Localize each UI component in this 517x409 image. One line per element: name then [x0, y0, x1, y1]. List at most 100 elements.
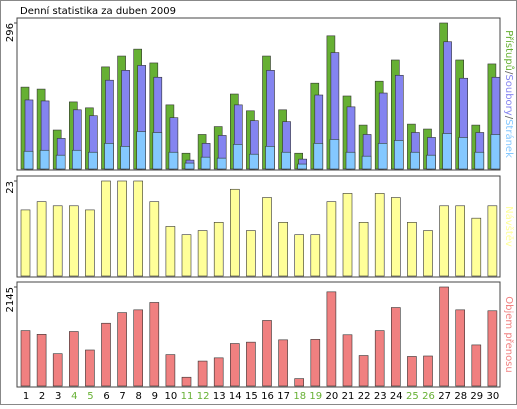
legend-entry: Stránek — [503, 119, 515, 158]
bar — [278, 222, 288, 277]
x-tick-label: 20 — [326, 391, 339, 402]
bar — [487, 310, 498, 387]
bar — [358, 222, 369, 277]
bar — [149, 302, 160, 387]
bar — [262, 197, 272, 277]
x-tick-label: 23 — [374, 391, 387, 402]
bar — [181, 234, 192, 277]
bar — [168, 151, 179, 170]
bar — [471, 217, 482, 277]
bar — [197, 360, 208, 387]
x-tick-label: 15 — [245, 391, 258, 402]
bar — [455, 309, 466, 387]
bar — [181, 376, 192, 387]
x-tick-label: 28 — [454, 391, 467, 402]
legend-separator: / — [503, 116, 514, 120]
bar — [36, 334, 47, 387]
bar — [101, 180, 111, 277]
x-tick-label: 4 — [71, 391, 77, 402]
legend-separator: / — [503, 71, 514, 75]
bar — [246, 341, 256, 387]
x-tick-label: 14 — [229, 391, 242, 402]
bar — [310, 234, 321, 277]
bar — [342, 193, 353, 277]
bar — [85, 349, 95, 387]
bar — [88, 151, 98, 170]
legend-entry: Návštěv — [503, 206, 515, 247]
bar — [133, 309, 143, 387]
x-tick-label: 10 — [165, 391, 178, 402]
bar — [101, 322, 111, 387]
chart-title: Denní statistika za duben 2009 — [20, 5, 176, 17]
bar — [487, 205, 498, 277]
bar — [390, 307, 401, 387]
bar — [23, 150, 34, 170]
bar — [294, 378, 305, 387]
x-tick-label: 25 — [406, 391, 419, 402]
legend: Přístupů/Soubory/Stránek — [503, 30, 515, 158]
bar — [213, 357, 224, 387]
bar — [262, 320, 272, 387]
x-tick-label: 8 — [136, 391, 142, 402]
x-tick-label: 11 — [181, 391, 194, 402]
bar — [184, 162, 195, 170]
bar — [471, 344, 482, 387]
bar — [104, 143, 114, 170]
bar — [313, 143, 324, 170]
bar — [390, 197, 401, 277]
bar — [213, 222, 224, 277]
bar — [407, 356, 417, 387]
x-tick-label: 24 — [390, 391, 403, 402]
legend: Objem přenosu — [503, 296, 515, 372]
legend-entry: Přístupů — [503, 30, 515, 71]
bar — [120, 146, 130, 170]
y-tick-label: 23 — [5, 181, 16, 194]
bar — [329, 139, 340, 170]
x-tick-label: 18 — [293, 391, 306, 402]
panel — [16, 175, 501, 278]
bar — [455, 205, 466, 277]
x-tick-label: 5 — [87, 391, 93, 402]
x-tick-label: 30 — [487, 391, 500, 402]
bar — [490, 134, 501, 170]
bar — [423, 230, 433, 277]
bar — [200, 156, 211, 170]
bar — [310, 339, 321, 387]
x-tick-label: 22 — [358, 391, 371, 402]
panel — [16, 281, 501, 388]
legend-entry: Soubory — [503, 74, 514, 115]
bar — [117, 180, 127, 277]
bar — [136, 131, 146, 170]
bar — [426, 154, 436, 170]
bar — [297, 163, 308, 170]
bar — [52, 205, 63, 277]
bar — [294, 234, 305, 277]
x-tick-label: 16 — [261, 391, 274, 402]
bar — [374, 193, 385, 277]
bar — [165, 226, 176, 277]
bar — [361, 155, 372, 170]
x-tick-label: 19 — [309, 391, 322, 402]
x-tick-label: 17 — [277, 391, 290, 402]
bar — [442, 133, 452, 170]
x-tick-label: 7 — [119, 391, 125, 402]
bar — [358, 355, 369, 387]
bar — [278, 339, 288, 387]
bar — [216, 157, 227, 170]
bar — [197, 230, 208, 277]
bar — [265, 146, 275, 170]
bar — [20, 330, 31, 387]
x-tick-label: 26 — [422, 391, 435, 402]
x-tick-label: 2 — [39, 391, 45, 402]
bar — [374, 330, 385, 387]
y-tick-label: 2145 — [5, 287, 16, 312]
bar — [230, 343, 240, 387]
bar — [85, 209, 95, 277]
bar — [439, 286, 449, 387]
x-tick-label: 1 — [23, 391, 29, 402]
bar — [458, 137, 469, 170]
x-tick-label: 9 — [152, 391, 158, 402]
bar — [439, 205, 449, 277]
y-tick-label: 296 — [5, 23, 16, 42]
